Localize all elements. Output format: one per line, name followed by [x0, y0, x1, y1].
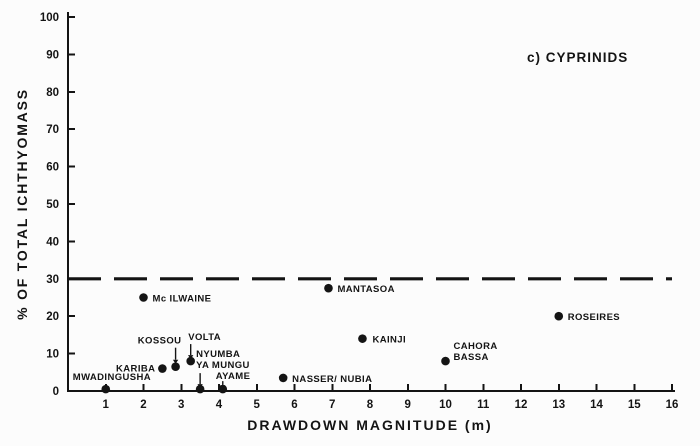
y-tick-label: 30: [46, 274, 59, 286]
chart-title: c) CYPRINIDS: [527, 50, 629, 65]
point-label-roseires: ROSEIRES: [568, 312, 620, 323]
point-label-mwadingusha: MWADINGUSHA: [73, 372, 151, 383]
x-tick-label: 5: [254, 399, 261, 411]
point-label-cahora-bassa: BASSA: [454, 352, 489, 363]
data-point-mwadingusha: [101, 384, 111, 394]
point-label-cahora-bassa: CAHORA: [454, 341, 498, 352]
x-tick-label: 8: [367, 399, 374, 411]
data-point-kariba: [158, 364, 167, 373]
x-tick-label: 2: [140, 399, 146, 411]
point-label-mantasoa: MANTASOA: [337, 284, 394, 295]
point-label-nyumba-ya-mungu: NYUMBA: [196, 349, 240, 360]
data-point-nyumba-ya-mungu: [195, 384, 205, 394]
y-tick-label: 80: [46, 87, 59, 99]
y-tick-label: 70: [46, 124, 59, 136]
y-tick-label: 90: [46, 49, 59, 61]
x-tick-label: 11: [477, 399, 490, 411]
pointer-arrowhead-kossou: [172, 359, 179, 364]
x-tick-label: 12: [515, 399, 528, 411]
x-tick-label: 16: [666, 399, 679, 411]
data-point-ayame: [218, 384, 228, 394]
data-point-cahora-bassa: [441, 356, 450, 366]
data-point-roseires: [554, 311, 564, 321]
x-tick-label: 7: [329, 399, 335, 411]
point-label-kossou: KOSSOU: [138, 336, 182, 347]
data-point-kainji: [358, 334, 367, 343]
y-axis-label: % OF TOTAL ICHTHYOMASS: [14, 88, 30, 320]
point-label-volta: VOLTA: [188, 332, 221, 343]
y-tick-label: 60: [46, 162, 59, 174]
x-tick-label: 4: [216, 399, 223, 411]
point-label-kariba: KARIBA: [116, 364, 155, 375]
x-axis-label: DRAWDOWN MAGNITUDE (m): [247, 417, 493, 433]
data-point-kossou: [171, 362, 180, 371]
x-tick-label: 14: [590, 399, 603, 411]
y-tick-label: 40: [46, 236, 59, 248]
data-point-nasser-nubia: [278, 373, 288, 383]
data-point-volta: [186, 356, 195, 366]
point-label-kainji: KAINJI: [372, 335, 406, 346]
x-tick-label: 9: [405, 399, 411, 411]
x-tick-label: 1: [103, 399, 110, 411]
x-tick-label: 6: [291, 399, 297, 411]
y-tick-label: 20: [46, 311, 59, 323]
x-tick-label: 13: [552, 399, 565, 411]
data-point-mc-ilwaine: [139, 293, 148, 302]
x-tick-label: 10: [439, 399, 452, 411]
point-label-ayame: AYAME: [216, 371, 251, 382]
point-label-nyumba-ya-mungu: YA MUNGU: [196, 360, 250, 371]
x-tick-label: 15: [628, 399, 641, 411]
data-point-mantasoa: [324, 283, 333, 293]
point-label-nasser-nubia: NASSER/ NUBIA: [292, 374, 372, 385]
x-tick-label: 3: [178, 399, 184, 411]
y-tick-label: 50: [46, 199, 59, 211]
y-tick-label: 100: [40, 12, 59, 24]
point-label-mc-ilwaine: Mc ILWAINE: [153, 294, 212, 305]
y-tick-label: 10: [46, 349, 59, 361]
y-tick-label: 0: [53, 386, 59, 398]
